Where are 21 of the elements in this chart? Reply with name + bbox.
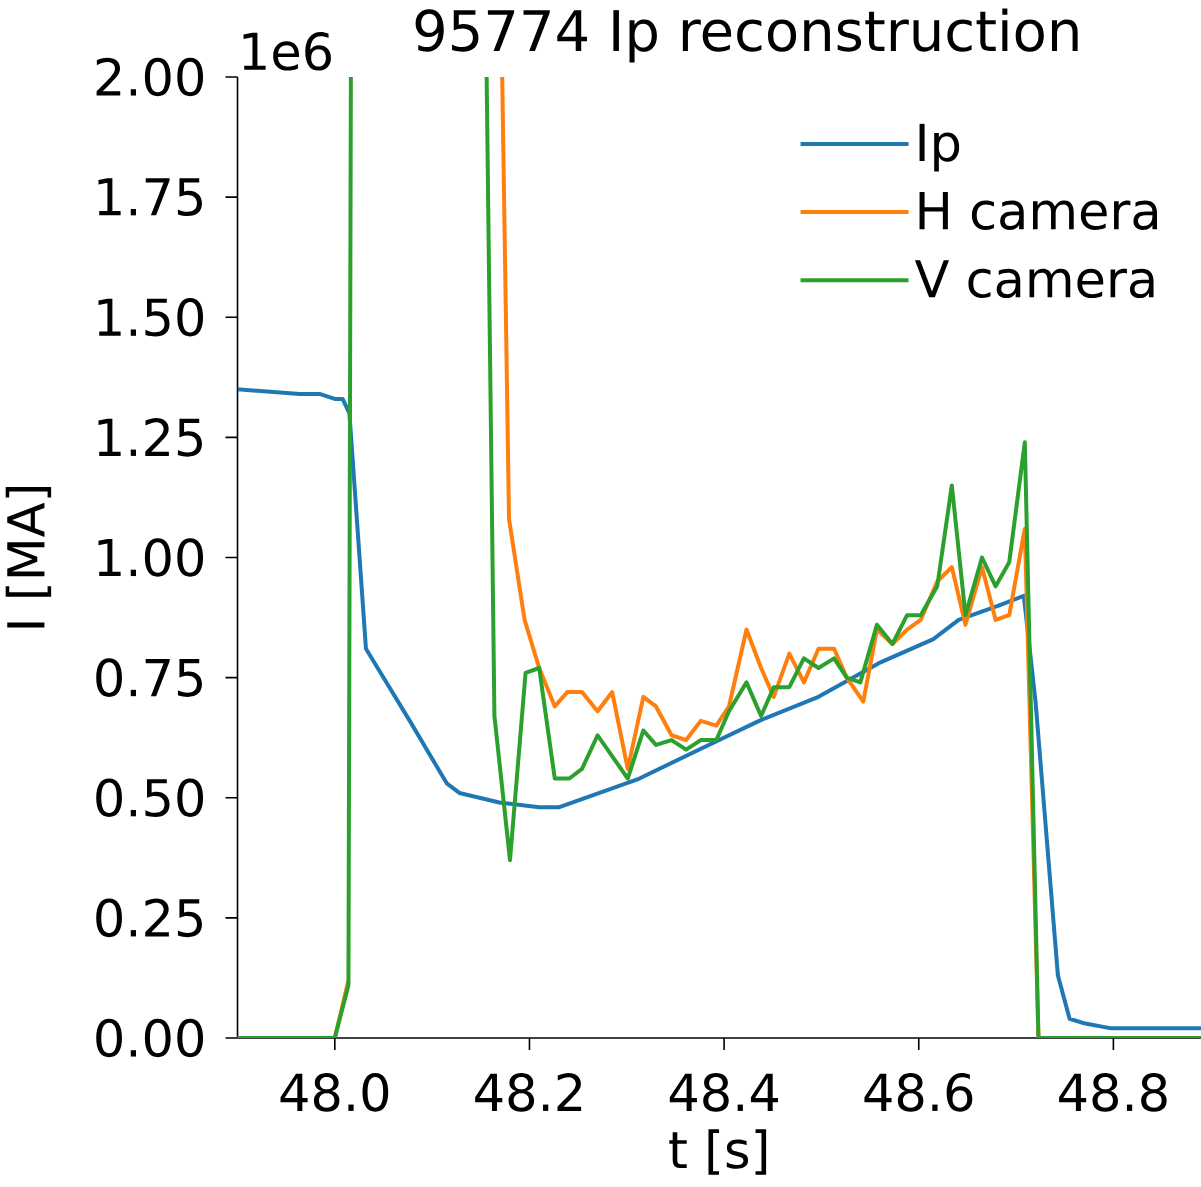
x-tick-label: 48.6 xyxy=(864,1073,973,1112)
text: 1e6 xyxy=(243,32,331,71)
y-tick-label: 0.75 xyxy=(96,658,202,697)
y-tick-label: 0.50 xyxy=(96,778,204,818)
legend-label: V camera xyxy=(914,260,1154,299)
x-tick-label: 48.2 xyxy=(475,1073,582,1112)
y-tick-label: 0.25 xyxy=(96,898,202,938)
y-tick-label: 0.00 xyxy=(96,1018,204,1058)
x-axis-title: t [s] xyxy=(669,1129,767,1175)
y-tick-label: 1.50 xyxy=(98,297,204,337)
legend-label: H camera xyxy=(919,192,1157,230)
y-tick-label: 1.75 xyxy=(98,178,202,217)
y-axis-title: I [MA] xyxy=(5,486,52,628)
x-tick-label: 48.0 xyxy=(280,1073,389,1112)
y-tick-label: 1.25 xyxy=(98,418,202,457)
y-tick-label: 2.00 xyxy=(96,57,204,97)
legend-label: Ip xyxy=(919,123,960,172)
chart-title: 95774 Ip reconstruction xyxy=(415,8,1078,63)
x-tick-label: 48.8 xyxy=(1059,1073,1167,1112)
y-tick-label: 1.00 xyxy=(98,538,204,577)
x-tick-label: 48.4 xyxy=(669,1073,778,1112)
